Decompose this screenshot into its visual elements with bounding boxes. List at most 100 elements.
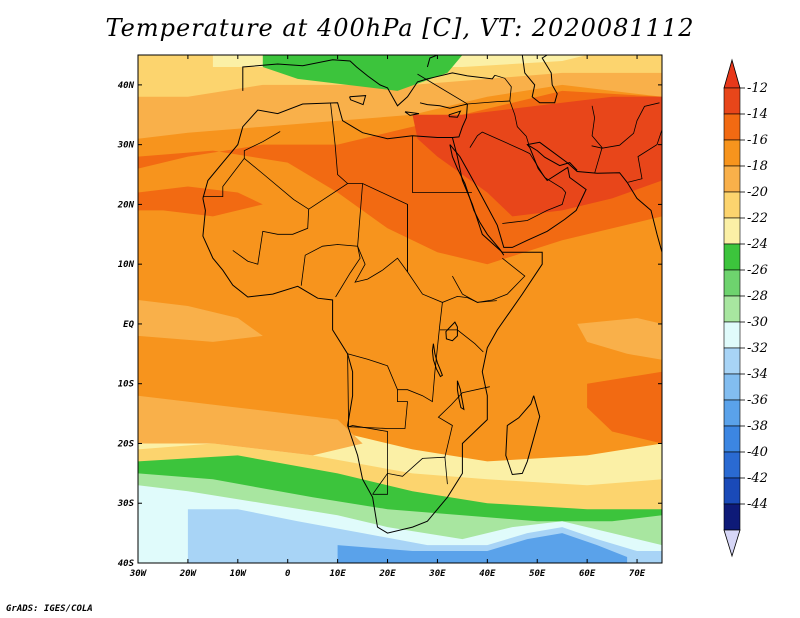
arabia-coastline [449, 141, 662, 253]
border-mozambique [437, 386, 490, 458]
colorbar-swatch [723, 399, 741, 427]
colorbar-swatch [723, 347, 741, 375]
mediterranean-north-coast [242, 59, 496, 107]
border-iran-iraq [509, 100, 530, 145]
plot-frame [137, 54, 663, 564]
x-axis-ticks: 30W 20W 10W 0 10E 20E 30E 40E 50E 60E 70E [129, 55, 646, 579]
crete-coast [404, 111, 420, 116]
colorbar-label: -14 [747, 107, 768, 122]
x-tick-label: 10W [230, 569, 248, 579]
colorbar-label: -28 [747, 289, 768, 304]
border-sahara-2 [202, 131, 281, 198]
colorbar-swatch [723, 269, 741, 297]
colorbar-label: -44 [747, 497, 768, 512]
anatolia-south-coast [419, 102, 468, 109]
colorbar-top-arrow [723, 58, 741, 89]
y-tick-label: 20N [117, 200, 135, 210]
colorbar-swatch [723, 373, 741, 401]
x-tick-label: 40E [479, 569, 496, 579]
border-nigeria [300, 244, 361, 298]
x-tick-label: 70E [629, 569, 646, 579]
lake-victoria [445, 321, 458, 342]
colorbar-label: -36 [747, 393, 768, 408]
border-india-pak [627, 129, 662, 183]
colorbar-swatch [723, 217, 741, 245]
x-tick-label: 30W [129, 569, 148, 579]
field-mild-indian [577, 318, 662, 360]
field-mild-south [138, 395, 363, 456]
x-tick-label: 20W [179, 569, 198, 579]
y-tick-label: 30N [117, 141, 135, 151]
cyprus-coast [448, 110, 462, 118]
y-tick-label: 40S [118, 559, 135, 569]
border-turkey [417, 73, 512, 105]
border-south-africa [372, 456, 448, 495]
field-warm-se [587, 371, 662, 444]
map-title: Temperature at 400hPa [C], VT: 202008111… [105, 14, 695, 42]
field-mild-atlantic [138, 300, 263, 342]
border-egypt-libya [412, 135, 472, 193]
colorbar-swatch [723, 451, 741, 479]
sri-lanka-coast [686, 265, 696, 288]
border-afghan-pak [591, 102, 660, 149]
colorbar-label: -24 [747, 237, 768, 252]
colorbar-swatch [723, 295, 741, 323]
colorbar-label: -22 [747, 211, 768, 226]
coastlines [202, 55, 696, 534]
x-tick-label: 30E [428, 569, 446, 579]
colorbar-swatch [723, 243, 741, 271]
colorbar-label: -34 [747, 367, 768, 382]
temperature-field [138, 55, 662, 563]
x-tick-label: 60E [579, 569, 596, 579]
black-sea-coast [426, 55, 438, 68]
madagascar-coastline [505, 395, 541, 476]
y-axis-ticks: 40N 30N 20N 10N EQ 10S 20S 30S 40S [117, 81, 662, 569]
colorbar-label: -42 [747, 471, 768, 486]
red-sea-west-coast [449, 144, 505, 256]
y-tick-label: 10S [118, 380, 135, 390]
colorbar-label: -20 [747, 185, 768, 200]
colorbar-label: -18 [747, 159, 768, 174]
field-warmest-arabia [412, 96, 662, 217]
y-tick-label: 40N [118, 81, 135, 91]
border-sahara-1 [244, 158, 408, 272]
colorbar-label: -38 [747, 419, 768, 434]
colorbar-swatch [723, 477, 741, 505]
colorbar-label: -30 [747, 315, 768, 330]
caspian-coast [521, 55, 558, 104]
lake-malawi [456, 380, 465, 411]
colorbar-bottom-arrow [723, 529, 741, 558]
colorbar: -12 -14 -16 -18 -20 -22 -24 -26 -28 -30 -32 -34 -36 -… [723, 58, 768, 558]
x-tick-label: 20E [378, 569, 396, 579]
border-tanzania [439, 329, 484, 353]
colorbar-swatch [723, 113, 741, 141]
sicily-coast [349, 95, 367, 106]
border-algeria [330, 103, 348, 184]
persian-gulf-coast [527, 144, 578, 171]
x-tick-label: 10E [329, 569, 346, 579]
colorbar-label: -32 [747, 341, 768, 356]
levant-coast [452, 103, 468, 138]
africa-coastline [202, 102, 543, 534]
border-saudi [469, 131, 567, 224]
colorbar-swatch [723, 165, 741, 193]
colorbar-label: -40 [747, 445, 768, 460]
grads-credit: GrADS: IGES/COLA [6, 604, 93, 614]
x-tick-label: 0 [285, 569, 291, 579]
border-iran-east [591, 105, 603, 174]
y-tick-label: 30S [117, 499, 135, 509]
colorbar-label: -12 [747, 81, 768, 96]
colorbar-label: -26 [747, 263, 768, 278]
x-tick-label: 50E [529, 569, 546, 579]
colorbar-swatch [723, 87, 741, 115]
border-congo [347, 302, 443, 403]
border-niger-mali [232, 209, 310, 265]
colorbar-swatch [723, 321, 741, 349]
border-ethiopia [452, 257, 526, 303]
colorbar-swatch [723, 191, 741, 219]
colorbar-label: -16 [747, 133, 768, 148]
field-warm-west [138, 186, 263, 217]
y-tick-label: EQ [123, 320, 134, 330]
colorbar-swatch [723, 503, 741, 531]
